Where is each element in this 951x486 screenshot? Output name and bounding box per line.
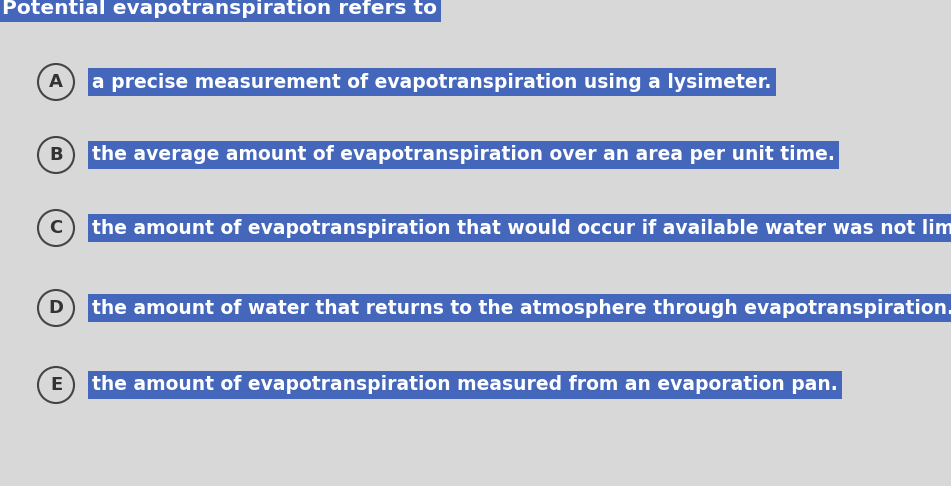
Text: E: E: [49, 376, 62, 394]
Text: A: A: [49, 73, 63, 91]
Text: the amount of evapotranspiration that would occur if available water was not lim: the amount of evapotranspiration that wo…: [92, 219, 951, 238]
Text: D: D: [49, 299, 64, 317]
Circle shape: [38, 367, 74, 403]
Circle shape: [38, 210, 74, 246]
Circle shape: [38, 64, 74, 100]
Text: C: C: [49, 219, 63, 237]
Text: the amount of water that returns to the atmosphere through evapotranspiration.: the amount of water that returns to the …: [92, 298, 951, 317]
Text: the amount of evapotranspiration measured from an evaporation pan.: the amount of evapotranspiration measure…: [92, 376, 838, 395]
Text: the average amount of evapotranspiration over an area per unit time.: the average amount of evapotranspiration…: [92, 145, 835, 164]
Text: B: B: [49, 146, 63, 164]
Circle shape: [38, 290, 74, 326]
Circle shape: [38, 137, 74, 173]
Text: Potential evapotranspiration refers to: Potential evapotranspiration refers to: [2, 0, 437, 17]
Text: a precise measurement of evapotranspiration using a lysimeter.: a precise measurement of evapotranspirat…: [92, 72, 771, 91]
